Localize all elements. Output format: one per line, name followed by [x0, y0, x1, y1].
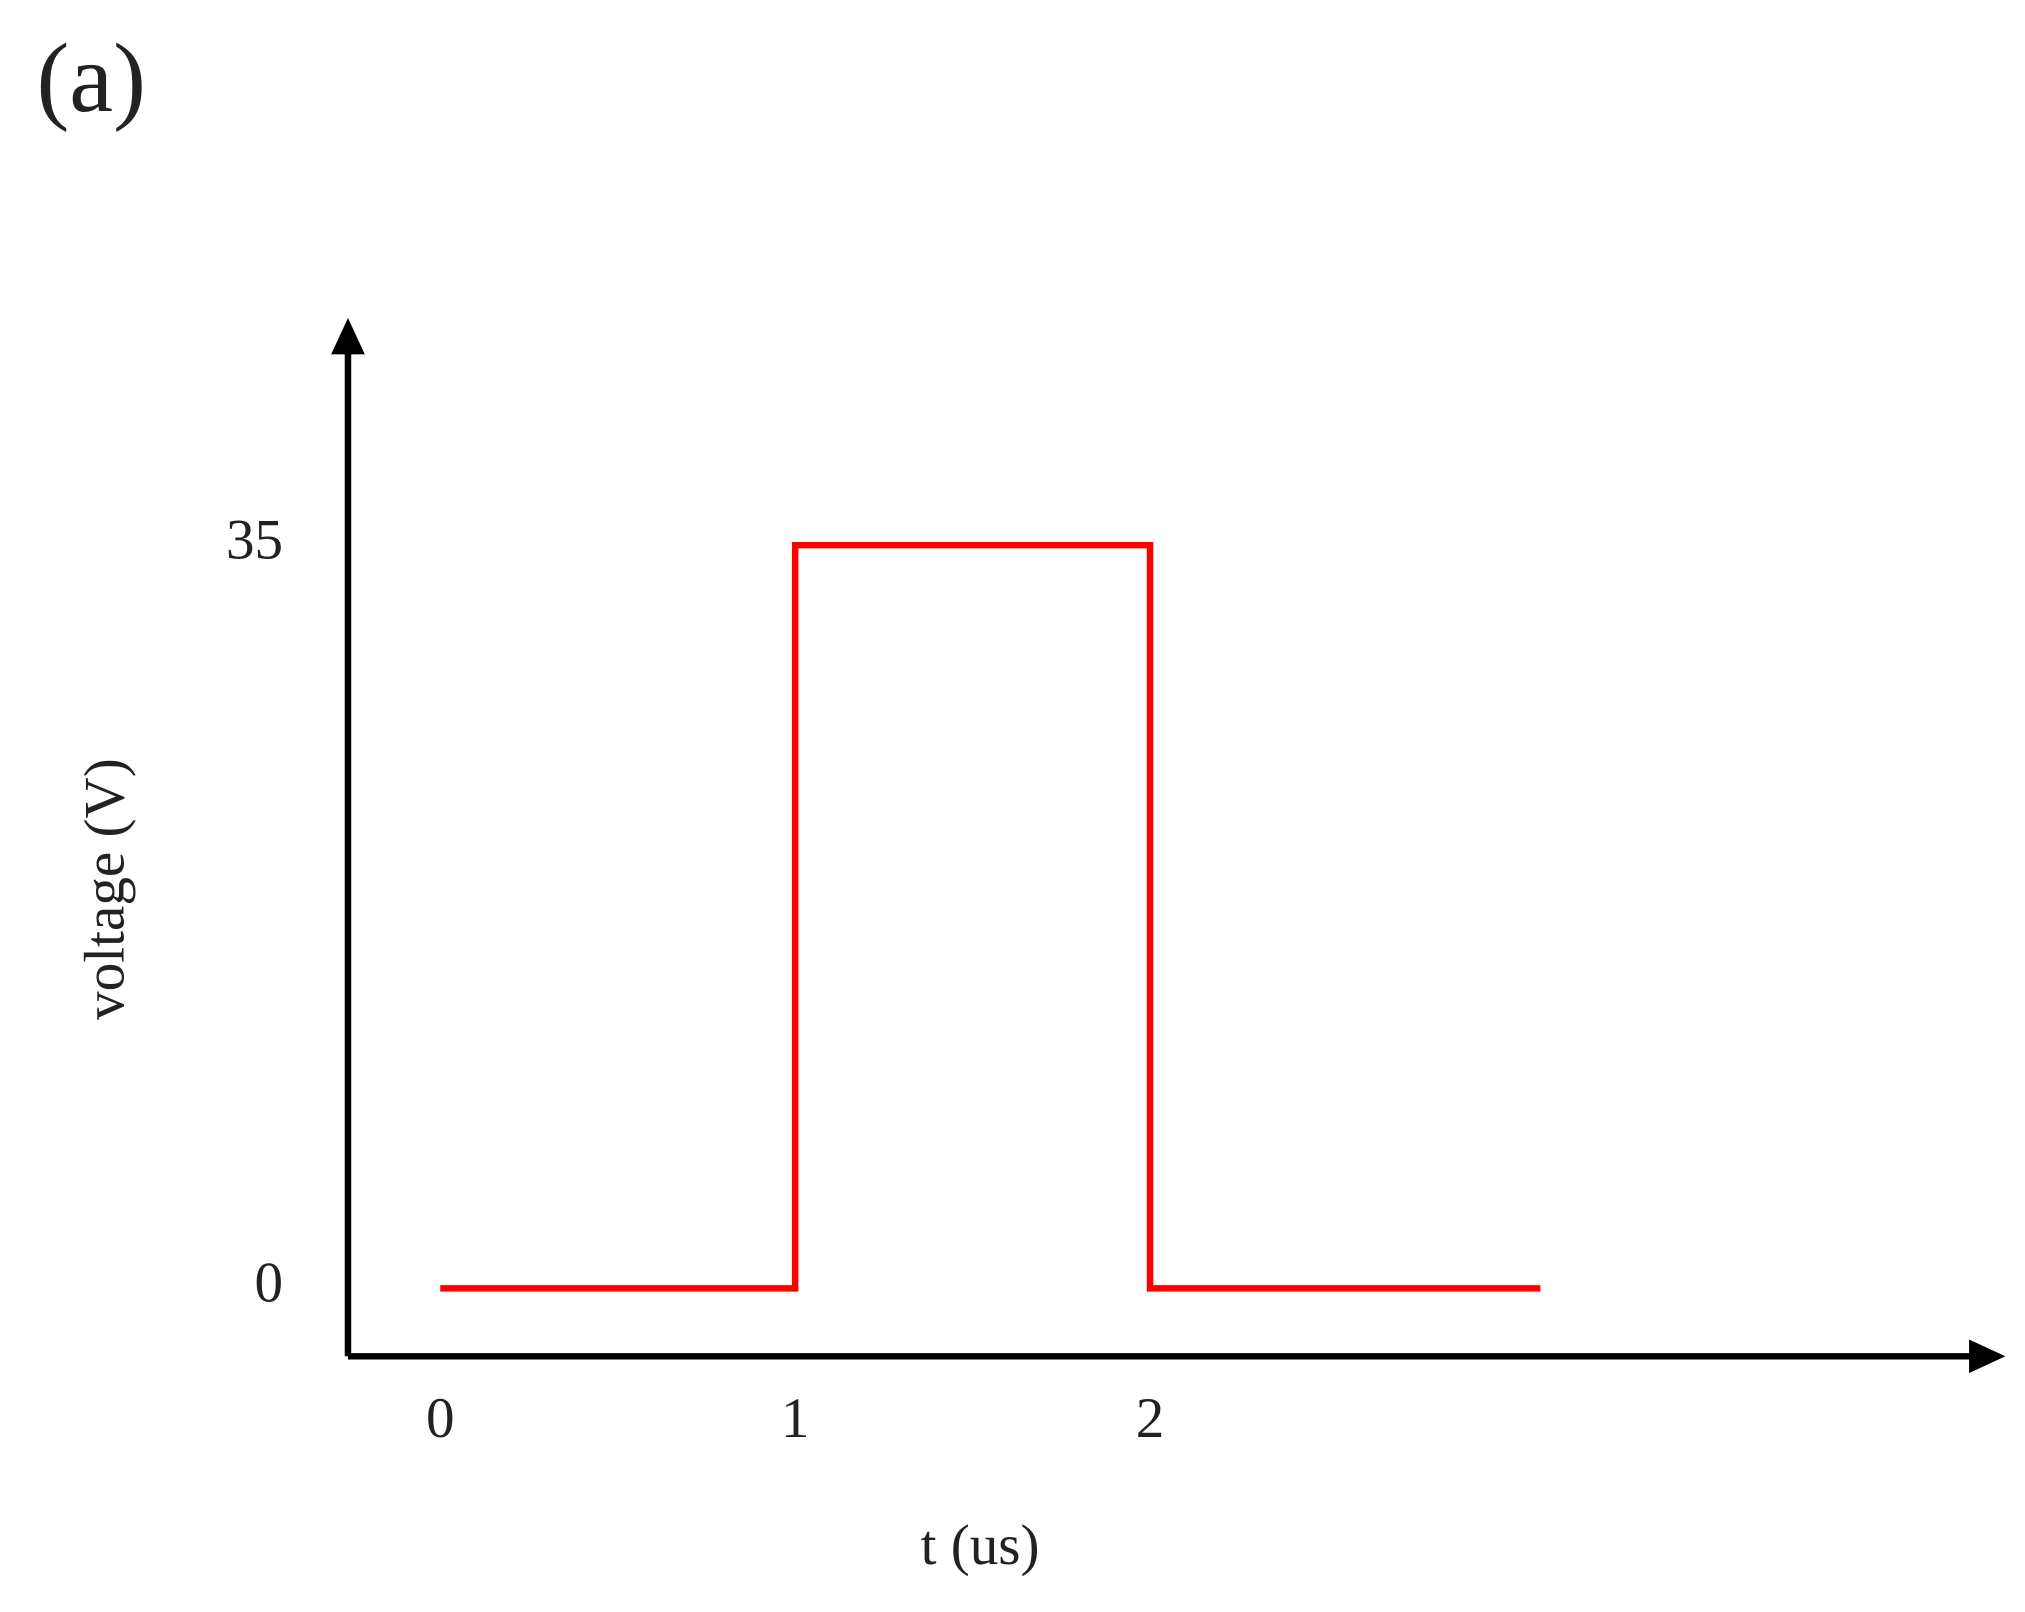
panel-label: (a): [36, 24, 145, 133]
line: [440, 541, 1541, 1292]
y-axis-arrow: [331, 317, 365, 355]
x-tick-label: 1: [781, 1387, 810, 1450]
x-axis-title: t (us): [921, 1514, 1040, 1577]
y-tick-label: 35: [226, 508, 283, 571]
x-tick-label: 0: [426, 1387, 455, 1450]
y-tick-label: 0: [255, 1251, 284, 1314]
y-axis-title: voltage (V): [74, 758, 137, 1020]
x-axis-arrow: [1969, 1339, 2006, 1374]
x-tick-label: 2: [1136, 1387, 1165, 1450]
